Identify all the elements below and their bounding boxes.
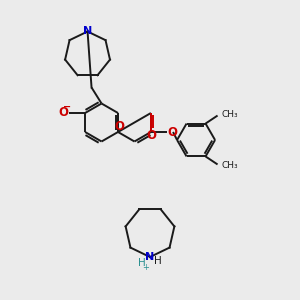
Text: O: O	[167, 125, 177, 139]
Text: H: H	[138, 258, 146, 268]
Text: N: N	[83, 26, 92, 37]
Text: −: −	[63, 102, 71, 112]
Text: O: O	[114, 119, 124, 133]
Text: O: O	[146, 129, 156, 142]
Text: H: H	[154, 256, 162, 266]
Text: CH₃: CH₃	[222, 110, 238, 119]
Text: CH₃: CH₃	[222, 161, 238, 170]
Text: O: O	[58, 106, 68, 119]
Text: +: +	[142, 262, 149, 272]
Text: N: N	[146, 252, 154, 262]
